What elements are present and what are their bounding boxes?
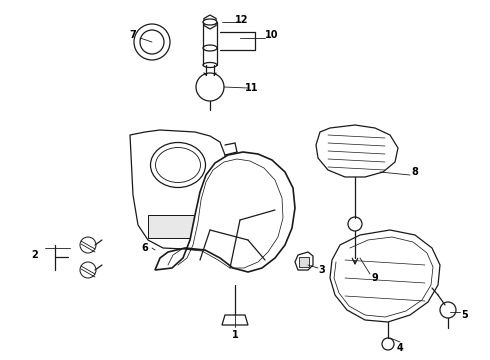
Polygon shape bbox=[204, 15, 216, 29]
Polygon shape bbox=[130, 130, 228, 250]
Text: 5: 5 bbox=[462, 310, 468, 320]
Text: 8: 8 bbox=[412, 167, 418, 177]
Text: 6: 6 bbox=[142, 243, 148, 253]
Polygon shape bbox=[316, 125, 398, 177]
Polygon shape bbox=[222, 315, 248, 325]
Text: 7: 7 bbox=[130, 30, 136, 40]
Ellipse shape bbox=[203, 19, 217, 25]
Polygon shape bbox=[148, 215, 215, 238]
Text: 9: 9 bbox=[371, 273, 378, 283]
Text: 2: 2 bbox=[32, 250, 38, 260]
Text: 11: 11 bbox=[245, 83, 259, 93]
Text: 10: 10 bbox=[265, 30, 279, 40]
Text: 12: 12 bbox=[235, 15, 249, 25]
Polygon shape bbox=[295, 252, 313, 270]
Text: 1: 1 bbox=[232, 330, 238, 340]
Text: 4: 4 bbox=[396, 343, 403, 353]
Text: 3: 3 bbox=[318, 265, 325, 275]
Polygon shape bbox=[155, 152, 295, 272]
Polygon shape bbox=[299, 257, 309, 267]
Polygon shape bbox=[330, 230, 440, 322]
